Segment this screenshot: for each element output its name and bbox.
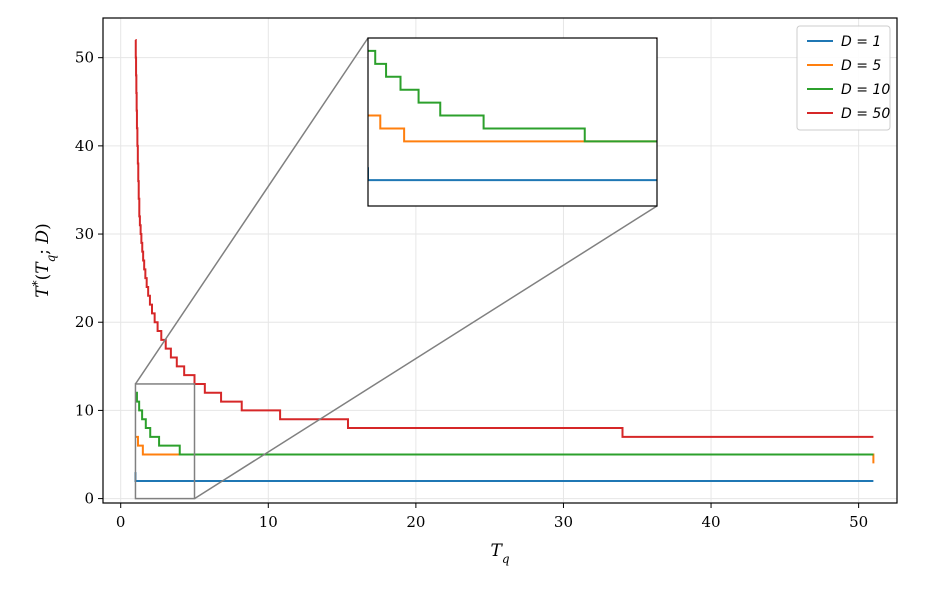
inset-background [368, 38, 657, 206]
zoom-inset [367, 37, 658, 207]
y-tick-label: 0 [84, 490, 94, 508]
x-tick-label: 0 [116, 513, 126, 531]
x-tick-label: 30 [554, 513, 573, 531]
zoom-source-box [134, 383, 196, 500]
y-axis-label: T*(Tq; D) [30, 223, 58, 297]
series-line [134, 39, 874, 438]
zoom-source-rect [134, 383, 196, 500]
connector-line [134, 37, 369, 385]
y-tick-label: 10 [75, 401, 94, 419]
series-line [135, 391, 874, 456]
zoom-connectors [134, 37, 658, 500]
legend-label: D = 50 [841, 106, 890, 122]
y-tick-label: 50 [75, 49, 94, 67]
series-line [135, 435, 875, 464]
connector-line [194, 205, 658, 500]
inset-series-line [368, 114, 657, 143]
y-tick-label: 30 [75, 225, 94, 243]
inset-series-line [368, 49, 657, 143]
x-tick-label: 10 [259, 513, 278, 531]
legend-box [796, 25, 891, 131]
series-line [134, 472, 874, 482]
legend-label: D = 1 [841, 34, 881, 50]
y-tick-label: 40 [75, 137, 94, 155]
axis-ticks: 0 10 20 30 40 50 0 10 20 30 40 50 [75, 49, 868, 531]
inset-frame [367, 37, 658, 207]
x-tick-label: 20 [406, 513, 425, 531]
x-tick-label: 40 [701, 513, 720, 531]
y-tick-label: 20 [75, 313, 94, 331]
legend-label: D = 5 [841, 58, 881, 74]
legend: D = 1 D = 5 D = 10 D = 50 [796, 25, 891, 131]
x-tick-label: 50 [849, 513, 868, 531]
plot-frame [102, 17, 898, 504]
legend-label: D = 10 [841, 82, 890, 98]
x-axis-label: Tq [490, 541, 509, 566]
